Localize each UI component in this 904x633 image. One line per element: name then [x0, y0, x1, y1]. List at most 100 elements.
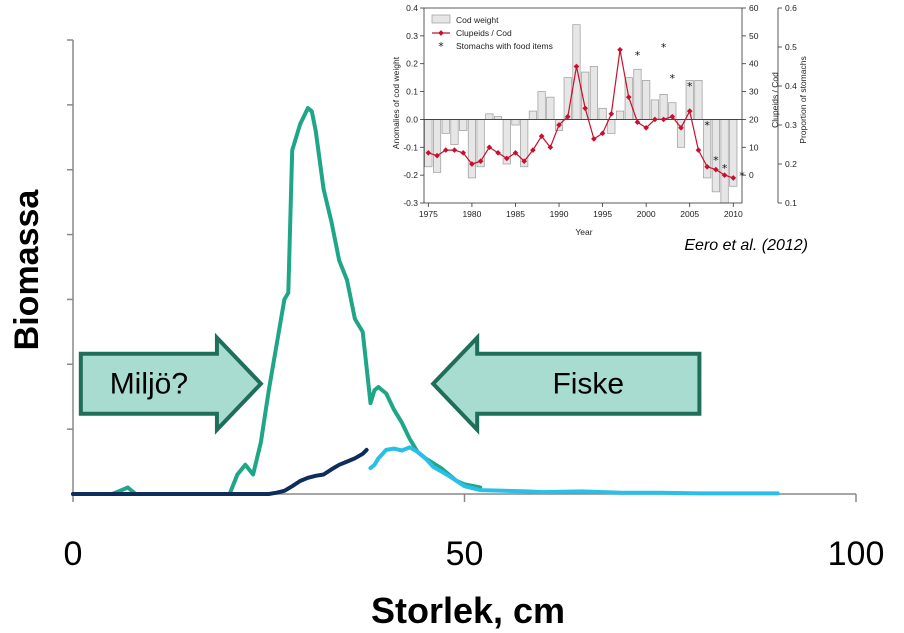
inset-bar [528, 110, 537, 120]
inset-y3-tick-label: 0.1 [785, 198, 797, 208]
x-tick-label: 0 [64, 535, 83, 573]
inset-clupeids-point [625, 94, 632, 100]
inset-bar [485, 113, 494, 120]
inset-y2-tick-label: 20 [749, 114, 759, 124]
inset-y3-tick-label: 0.6 [785, 3, 797, 13]
annotation-label: Fiske [552, 368, 624, 401]
inset-clupeids-point [686, 108, 693, 114]
inset-star-marker: * [687, 80, 693, 93]
inset-clupeids-point [521, 158, 528, 165]
inset-line-series [425, 46, 737, 181]
inset-clupeids-point [495, 150, 501, 156]
inset-clupeids-point [434, 152, 440, 159]
inset-clupeids-point [503, 155, 510, 162]
inset-bar [607, 119, 616, 134]
legend-swatch-star: * [438, 40, 444, 53]
inset-clupeids-point [643, 124, 649, 131]
inset-bar [572, 24, 581, 120]
inset-clupeids-point [486, 144, 493, 151]
inset-x-tick-label: 1995 [593, 209, 612, 219]
annotation-arrow-left [430, 332, 702, 435]
inset-clupeids-point [460, 150, 467, 156]
inset-y3-tick-label: 0.5 [785, 42, 797, 52]
inset-x-tick-label: 2000 [637, 209, 656, 219]
inset-y-tick-label: -0.2 [403, 170, 418, 180]
inset-clupeids-point [669, 113, 676, 120]
inset-star-marker: * [635, 49, 641, 62]
inset-bar [589, 66, 598, 120]
inset-clupeids-point [652, 116, 658, 123]
inset-clupeids-point [530, 147, 536, 153]
inset-bar [598, 107, 607, 120]
inset-clupeids-point [451, 147, 458, 153]
inset-clupeids-point [634, 119, 641, 126]
inset-y3-tick-label: 0.2 [785, 159, 797, 169]
main-series [71, 106, 780, 496]
annotation-arrow-right [78, 332, 264, 435]
legend-entry: Cod weight [456, 15, 499, 25]
inset-clupeids-point [547, 144, 554, 151]
inset-star-marker: * [661, 41, 667, 54]
inset-x-tick-label: 2010 [724, 209, 743, 219]
x-tick-label: 100 [828, 535, 885, 573]
inset-y2-tick-label: 10 [749, 142, 759, 152]
inset-clupeids-point [512, 150, 519, 156]
inset-clupeids-point [591, 136, 597, 142]
inset-chart: -0.3 -0.2 -0.1 0.0 0.1 0.2 0.3 0.4 1975 1980 1985 1… [382, 0, 822, 254]
inset-y3-tick-label: 0.3 [785, 120, 797, 130]
inset-clupeids-point [730, 175, 737, 181]
inset-bar [537, 91, 546, 120]
inset-bar [424, 119, 433, 168]
inset-x-tick-label: 1990 [550, 209, 569, 219]
inset-x-tick-label: 1985 [506, 209, 525, 219]
inset-y2-tick-label: 50 [749, 31, 759, 41]
inset-plot-frame [423, 7, 743, 204]
inset-y2-tick-label: 0 [749, 170, 754, 180]
inset-clupeids-point [442, 147, 449, 153]
inset-bar [459, 119, 468, 131]
inset-y2-axis-label: Clupeids / Cod [770, 72, 780, 128]
inset-bar [633, 68, 642, 120]
legend-swatch-bar [431, 14, 451, 24]
inset-x-tick-label: 1975 [419, 209, 438, 219]
inset-y3-tick-label: 0.4 [785, 81, 797, 91]
inset-bar [642, 80, 651, 120]
inset-bar [694, 80, 703, 120]
inset-x-axis-label: Year [575, 227, 592, 237]
inset-clupeids-point [617, 46, 623, 53]
inset-y-tick-label: 0.1 [406, 87, 418, 97]
inset-y-tick-label: -0.1 [403, 142, 418, 152]
inset-clupeids-point [704, 163, 710, 170]
inset-star-marker: * [713, 154, 719, 167]
inset-bar [615, 110, 625, 120]
inset-star-marker: * [670, 72, 676, 85]
inset-bar [494, 116, 503, 120]
inset-x-tick-label: 1980 [462, 209, 481, 219]
inset-y-tick-label: 0.0 [406, 114, 418, 124]
x-axis-label: Storlek, cm [371, 590, 565, 631]
inset-star-marker: * [722, 162, 728, 175]
legend-entry: Clupeids / Cod [456, 28, 512, 38]
inset-clupeids-point [564, 113, 571, 120]
annotation-arrows: Miljö? Fiske [78, 332, 702, 435]
inset-clupeids-point [678, 124, 684, 131]
inset-y-tick-label: 0.4 [406, 3, 418, 13]
inset-clupeids-point [538, 133, 545, 139]
inset-clupeids-point [721, 172, 728, 178]
inset-clupeids-point [608, 111, 615, 117]
inset-y-tick-label: -0.3 [403, 198, 418, 208]
inset-y2-tick-label: 40 [749, 59, 759, 69]
inset-bar [546, 96, 555, 120]
inset-y-axis-label: Anomalies of cod weight [391, 56, 401, 149]
inset-bar [450, 119, 459, 145]
series-line-cyan [368, 445, 780, 496]
inset-clupeids-point [660, 116, 667, 123]
inset-bars [424, 24, 738, 204]
inset-y-tick-label: 0.3 [406, 31, 418, 41]
inset-star-marker: * [704, 119, 710, 132]
inset-bar [467, 119, 476, 179]
inset-bar [433, 119, 442, 173]
inset-y2-tick-label: 30 [749, 87, 759, 97]
inset-bar [511, 119, 520, 126]
annotation-label: Miljö? [110, 368, 188, 401]
